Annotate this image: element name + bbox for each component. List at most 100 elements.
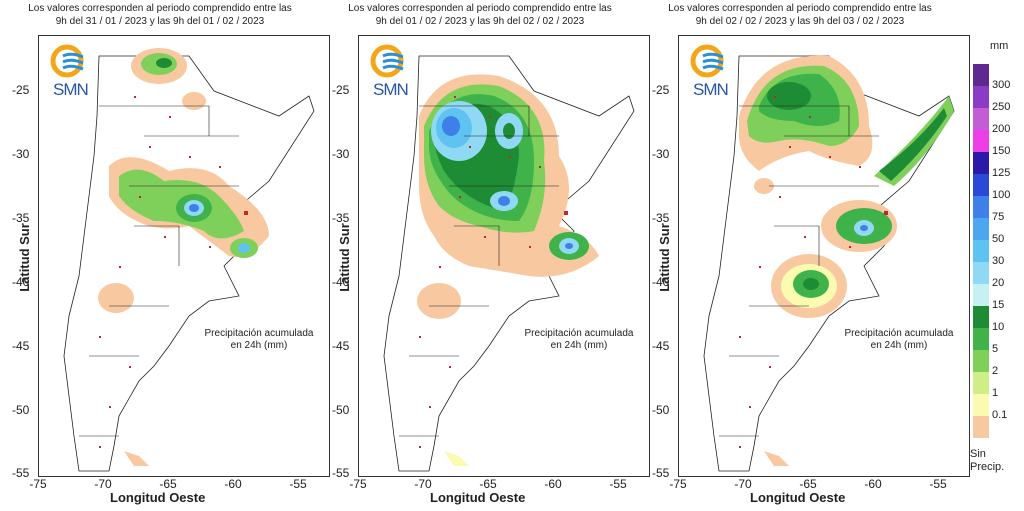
panel-title: Los valores corresponden al periodo comp… xyxy=(650,2,950,28)
smn-logo: SMN xyxy=(689,44,749,99)
x-tick: -55 xyxy=(289,477,307,491)
panel-title-line1: Los valores corresponden al periodo comp… xyxy=(28,3,292,14)
y-axis-label: Latitud Sur xyxy=(656,223,672,292)
legend-label: 300 xyxy=(992,79,1011,91)
map-panel-2: Los valores corresponden al periodo comp… xyxy=(330,0,650,511)
y-axis-label: Latitud Sur xyxy=(16,223,32,292)
panel-title-line1: Los valores corresponden al periodo comp… xyxy=(348,3,612,14)
legend-label: 1 xyxy=(992,387,999,399)
y-tick: -30 xyxy=(652,147,670,161)
y-tick: -25 xyxy=(332,83,350,97)
x-tick: -75 xyxy=(349,477,367,491)
panel-title: Los valores corresponden al periodo comp… xyxy=(10,2,310,28)
map-frame: SMN Precipitación acumulada en 24h (mm) xyxy=(678,35,970,477)
note-line1: Precipitación acumulada xyxy=(204,328,314,339)
x-tick: -75 xyxy=(29,477,47,491)
x-tick: -70 xyxy=(414,477,432,491)
legend-swatch xyxy=(973,174,989,196)
panel-title-line1: Los valores corresponden al periodo comp… xyxy=(668,3,932,14)
map-panel-1: Los valores corresponden al periodo comp… xyxy=(10,0,330,511)
y-tick: -40 xyxy=(652,275,670,289)
y-tick: -30 xyxy=(332,147,350,161)
y-tick: -25 xyxy=(652,83,670,97)
legend-label: 250 xyxy=(992,101,1011,113)
y-tick: -35 xyxy=(332,211,350,225)
x-axis-label: Longitud Oeste xyxy=(430,490,526,505)
precip-map xyxy=(703,55,955,472)
legend-swatch xyxy=(973,196,989,218)
legend-label: 150 xyxy=(992,145,1011,157)
accumulation-note: Precipitación acumulada en 24h (mm) xyxy=(509,328,649,352)
y-tick: -45 xyxy=(332,339,350,353)
y-tick: -40 xyxy=(12,275,30,289)
y-tick: -55 xyxy=(652,466,670,480)
y-tick: -50 xyxy=(332,403,350,417)
no-precip-line1: Sin xyxy=(970,448,986,460)
legend-label: 0.1 xyxy=(992,409,1008,421)
y-tick: -50 xyxy=(652,403,670,417)
legend-swatch xyxy=(973,416,989,438)
y-tick: -35 xyxy=(12,211,30,225)
legend-swatch xyxy=(973,218,989,240)
y-tick: -45 xyxy=(12,339,30,353)
no-precip-line2: Precip. xyxy=(970,461,1005,473)
map-frame: SMN Precipitación acumulada en 24h (mm) xyxy=(358,35,650,477)
no-precip-label: Sin Precip. xyxy=(970,448,1004,474)
y-tick: -25 xyxy=(12,83,30,97)
x-tick: -65 xyxy=(159,477,177,491)
legend-swatch xyxy=(973,350,989,372)
x-axis-label: Longitud Oeste xyxy=(110,490,206,505)
x-tick: -60 xyxy=(224,477,242,491)
x-tick: -65 xyxy=(799,477,817,491)
note-line2: en 24h (mm) xyxy=(550,340,608,351)
y-tick: -50 xyxy=(12,403,30,417)
y-tick: -30 xyxy=(12,147,30,161)
y-tick: -40 xyxy=(332,275,350,289)
y-tick: -55 xyxy=(12,466,30,480)
accumulation-note: Precipitación acumulada en 24h (mm) xyxy=(189,328,329,352)
legend-swatch xyxy=(973,130,989,152)
x-tick: -75 xyxy=(669,477,687,491)
legend-label: 50 xyxy=(992,233,1005,245)
x-tick: -70 xyxy=(734,477,752,491)
map-panel-3: Los valores corresponden al periodo comp… xyxy=(650,0,970,511)
legend-swatch xyxy=(973,328,989,350)
legend-label: 125 xyxy=(992,167,1011,179)
panel-title-line2: 9h del 02 / 02 / 2023 y las 9h del 03 / … xyxy=(695,16,905,27)
map-frame: SMN Precipitación acumulada en 24h (mm) xyxy=(38,35,330,477)
x-tick: -60 xyxy=(864,477,882,491)
smn-logo-text: SMN xyxy=(53,80,89,99)
x-tick: -55 xyxy=(929,477,947,491)
precip-map xyxy=(63,48,315,472)
legend-swatch xyxy=(973,108,989,130)
legend-label: 30 xyxy=(992,255,1005,267)
smn-logo: SMN xyxy=(49,44,109,99)
note-line2: en 24h (mm) xyxy=(870,340,928,351)
legend-label: 5 xyxy=(992,343,999,355)
y-tick: -35 xyxy=(652,211,670,225)
panel-title-line2: 9h del 01 / 02 / 2023 y las 9h del 02 / … xyxy=(375,16,585,27)
legend-label: 200 xyxy=(992,123,1011,135)
smn-logo-text: SMN xyxy=(693,80,729,99)
y-tick: -45 xyxy=(652,339,670,353)
x-tick: -65 xyxy=(479,477,497,491)
accumulation-note: Precipitación acumulada en 24h (mm) xyxy=(829,328,969,352)
legend-swatch xyxy=(973,372,989,394)
legend-label: 100 xyxy=(992,189,1011,201)
precip-map xyxy=(383,55,635,472)
x-tick: -55 xyxy=(609,477,627,491)
color-legend: mm 300 250 200 150 125 100 75 50 30 20 15 10 5 2 1 0.1 … xyxy=(968,40,1024,511)
legend-swatch xyxy=(973,262,989,284)
note-line2: en 24h (mm) xyxy=(230,340,288,351)
legend-label: 10 xyxy=(992,321,1005,333)
legend-label: 20 xyxy=(992,277,1005,289)
y-axis-label: Latitud Sur xyxy=(336,223,352,292)
legend-swatch xyxy=(973,64,989,86)
legend-label: 75 xyxy=(992,211,1005,223)
smn-logo: SMN xyxy=(369,44,429,99)
x-tick: -60 xyxy=(544,477,562,491)
legend-swatch xyxy=(973,240,989,262)
note-line1: Precipitación acumulada xyxy=(524,328,634,339)
legend-swatch xyxy=(973,152,989,174)
panel-title-line2: 9h del 31 / 01 / 2023 y las 9h del 01 / … xyxy=(55,16,265,27)
